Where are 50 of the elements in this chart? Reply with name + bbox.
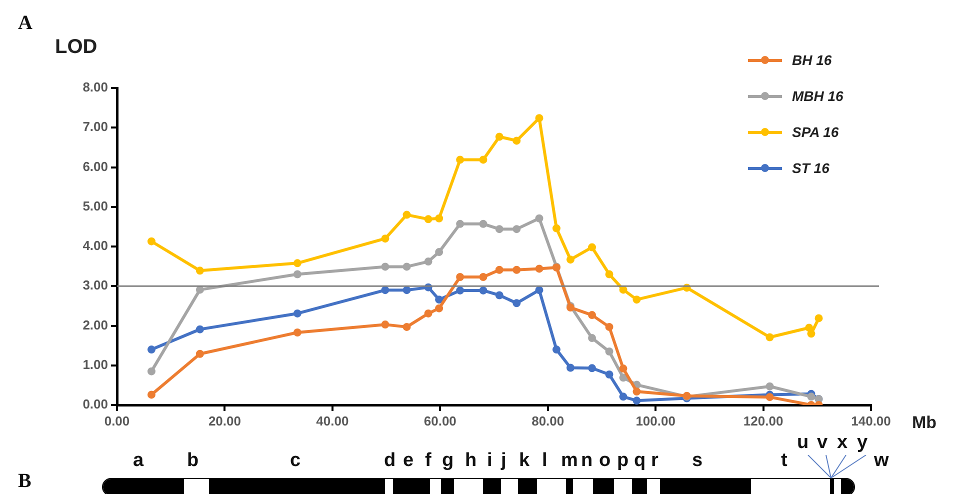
y-tick-label: 2.00	[82, 317, 108, 332]
text: B	[18, 470, 32, 493]
legend-label: MBH 16	[792, 88, 844, 104]
y-tick-label: 8.00	[82, 80, 108, 95]
text: g	[442, 450, 454, 472]
y-axis-title: LOD	[55, 36, 98, 59]
x-tick-label: 40.00	[316, 413, 349, 428]
x-tick-label: 20.00	[208, 413, 241, 428]
text: b	[187, 450, 199, 472]
text: s	[692, 450, 703, 472]
text: n	[581, 450, 593, 472]
text: v	[817, 432, 828, 454]
text: x	[837, 432, 848, 454]
x-tick-label: 100.00	[636, 413, 676, 428]
x-tick-label: 120.00	[743, 413, 784, 428]
text: d	[384, 450, 396, 472]
text: m	[561, 450, 578, 472]
text: q	[634, 450, 646, 472]
y-tick-label: 6.00	[82, 158, 108, 174]
text: t	[781, 450, 788, 472]
text: j	[501, 450, 506, 472]
x-tick-label: 0.00	[104, 413, 130, 428]
y-tick-label: 3.00	[82, 278, 108, 293]
text: y	[857, 432, 868, 454]
x-axis-title: Mb	[912, 413, 937, 433]
text: l	[542, 450, 548, 472]
text: i	[487, 450, 492, 472]
text: r	[651, 450, 658, 472]
y-tick-label: 5.00	[82, 198, 108, 214]
y-tick-label: 7.00	[82, 119, 108, 134]
y-tick-label: 4.00	[82, 238, 108, 254]
text: k	[519, 450, 530, 472]
text: o	[599, 450, 611, 472]
text: a	[133, 450, 144, 472]
text: h	[465, 450, 477, 472]
legend-label: SPA 16	[792, 124, 839, 140]
text: c	[290, 450, 301, 472]
legend-label: BH 16	[792, 52, 832, 68]
y-tick-label: 1.00	[82, 356, 108, 372]
text: w	[874, 450, 889, 472]
x-tick-label: 80.00	[532, 413, 564, 428]
legend-label: ST 16	[792, 160, 830, 176]
y-tick-label: 0.00	[82, 396, 108, 412]
text: p	[617, 450, 629, 472]
text: f	[425, 450, 432, 472]
x-tick-label: 60.00	[424, 413, 456, 428]
text: A	[18, 12, 32, 35]
x-tick-label: 140.00	[851, 413, 891, 428]
text: u	[797, 432, 809, 454]
text: e	[403, 450, 414, 472]
